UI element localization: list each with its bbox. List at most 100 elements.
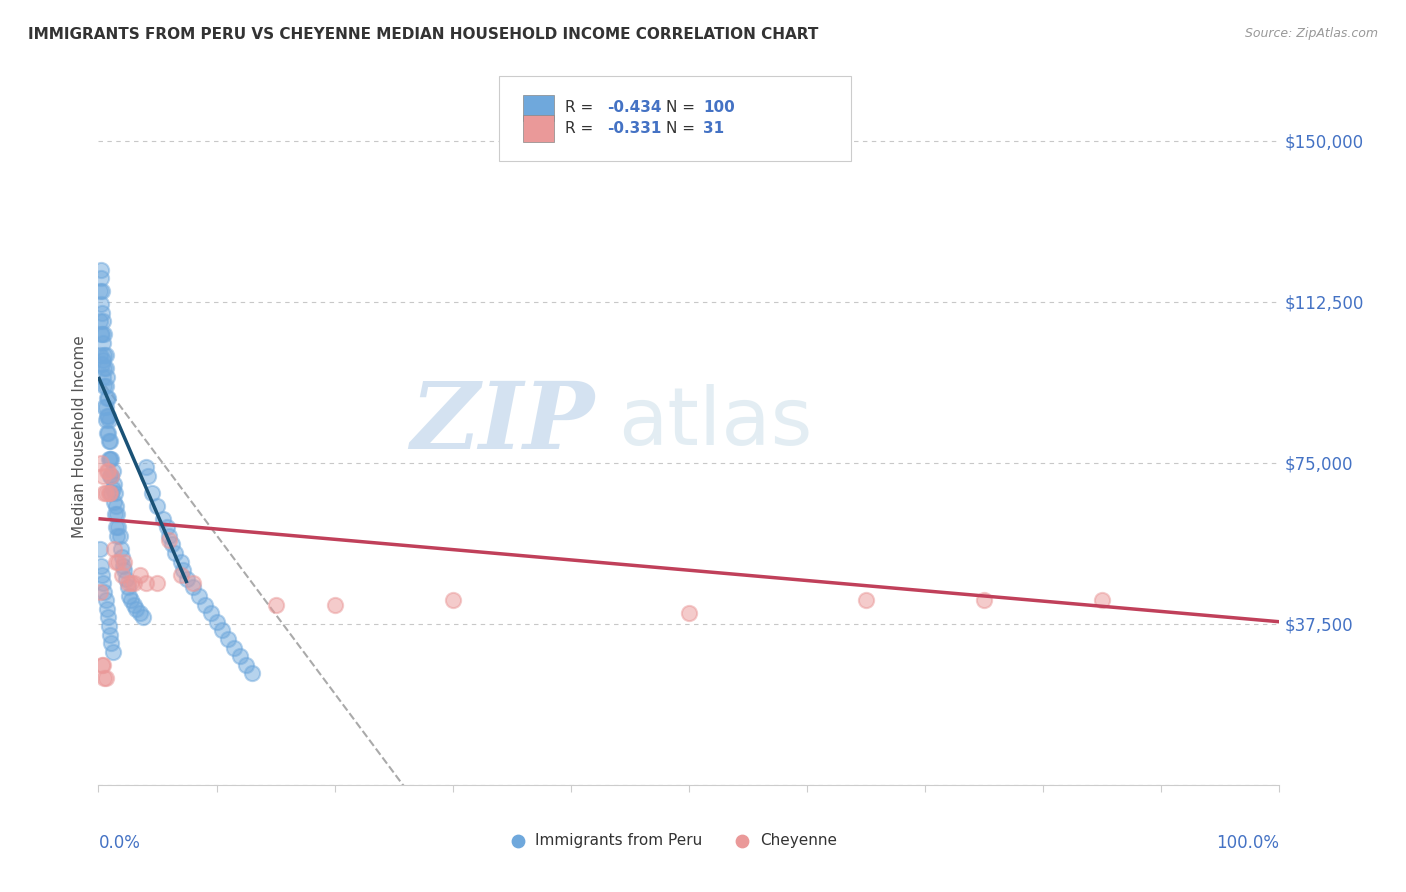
Point bbox=[240, 666, 263, 681]
Point bbox=[229, 649, 252, 664]
Point bbox=[194, 598, 217, 612]
Point bbox=[105, 529, 128, 543]
Point bbox=[170, 555, 193, 569]
Point bbox=[110, 541, 132, 556]
Point bbox=[91, 352, 114, 367]
Point bbox=[176, 572, 198, 586]
Point bbox=[94, 486, 117, 500]
Point bbox=[135, 460, 157, 475]
Point bbox=[107, 555, 129, 569]
Point bbox=[111, 567, 134, 582]
Point bbox=[217, 632, 239, 646]
Point bbox=[118, 589, 141, 603]
Point bbox=[224, 640, 246, 655]
Point bbox=[96, 392, 118, 406]
Point bbox=[128, 567, 150, 582]
Point bbox=[98, 619, 121, 633]
Point bbox=[94, 413, 117, 427]
Point bbox=[108, 529, 131, 543]
Point bbox=[93, 486, 115, 500]
Point bbox=[136, 468, 159, 483]
Point bbox=[93, 584, 115, 599]
Point bbox=[96, 370, 118, 384]
Point bbox=[90, 262, 112, 277]
Point bbox=[441, 593, 464, 607]
Point bbox=[855, 593, 877, 607]
Text: 100: 100 bbox=[703, 101, 735, 115]
Point bbox=[89, 541, 111, 556]
Y-axis label: Median Household Income: Median Household Income bbox=[72, 335, 87, 539]
Point bbox=[152, 511, 174, 525]
Point bbox=[100, 451, 122, 466]
Point bbox=[323, 598, 346, 612]
Point bbox=[141, 486, 163, 500]
Point bbox=[135, 576, 157, 591]
Point bbox=[146, 576, 169, 591]
Point bbox=[90, 558, 112, 573]
Point bbox=[100, 486, 122, 500]
Point bbox=[93, 361, 115, 376]
Point bbox=[97, 409, 120, 423]
Point bbox=[94, 593, 117, 607]
Point bbox=[1091, 593, 1114, 607]
Point bbox=[112, 563, 135, 577]
Point bbox=[91, 357, 114, 371]
Point bbox=[117, 576, 139, 591]
Point bbox=[235, 657, 257, 672]
Point bbox=[91, 576, 114, 591]
Point bbox=[89, 349, 111, 363]
Point bbox=[90, 456, 112, 470]
Text: 100.0%: 100.0% bbox=[1216, 834, 1279, 852]
Point bbox=[91, 335, 114, 350]
Point bbox=[98, 413, 121, 427]
Point bbox=[122, 598, 145, 612]
Point bbox=[91, 567, 114, 582]
Point bbox=[105, 499, 128, 513]
Point bbox=[96, 409, 118, 423]
Text: Immigrants from Peru: Immigrants from Peru bbox=[536, 833, 703, 848]
Point bbox=[114, 572, 136, 586]
Text: -0.331: -0.331 bbox=[607, 121, 662, 136]
Point bbox=[678, 606, 700, 620]
Point bbox=[91, 370, 114, 384]
Point bbox=[91, 314, 114, 328]
Text: R =: R = bbox=[565, 121, 599, 136]
Point bbox=[973, 593, 995, 607]
Point bbox=[264, 598, 287, 612]
Point bbox=[117, 581, 139, 595]
Point bbox=[181, 576, 204, 591]
Point bbox=[91, 657, 114, 672]
Point bbox=[100, 468, 122, 483]
Point bbox=[100, 468, 122, 483]
Point bbox=[90, 326, 112, 341]
Text: Source: ZipAtlas.com: Source: ZipAtlas.com bbox=[1244, 27, 1378, 40]
Point bbox=[103, 477, 125, 491]
Point bbox=[89, 284, 111, 298]
Point bbox=[157, 529, 180, 543]
Point bbox=[121, 593, 143, 607]
Point bbox=[111, 550, 134, 565]
Point bbox=[93, 349, 115, 363]
Point bbox=[96, 602, 118, 616]
Point bbox=[165, 546, 187, 560]
Text: ZIP: ZIP bbox=[411, 378, 595, 468]
Point bbox=[91, 305, 114, 319]
Point bbox=[91, 284, 114, 298]
Point bbox=[157, 533, 180, 548]
Point bbox=[170, 567, 193, 582]
Point bbox=[105, 555, 128, 569]
Point bbox=[101, 482, 124, 496]
Point bbox=[96, 465, 118, 479]
Point bbox=[103, 494, 125, 508]
Point bbox=[200, 606, 222, 620]
Point bbox=[91, 326, 114, 341]
Point bbox=[93, 671, 115, 685]
Point bbox=[107, 520, 129, 534]
Point bbox=[94, 361, 117, 376]
Point bbox=[146, 499, 169, 513]
Point bbox=[90, 297, 112, 311]
Text: IMMIGRANTS FROM PERU VS CHEYENNE MEDIAN HOUSEHOLD INCOME CORRELATION CHART: IMMIGRANTS FROM PERU VS CHEYENNE MEDIAN … bbox=[28, 27, 818, 42]
Point bbox=[96, 425, 118, 440]
Point bbox=[93, 378, 115, 392]
Point bbox=[104, 486, 127, 500]
